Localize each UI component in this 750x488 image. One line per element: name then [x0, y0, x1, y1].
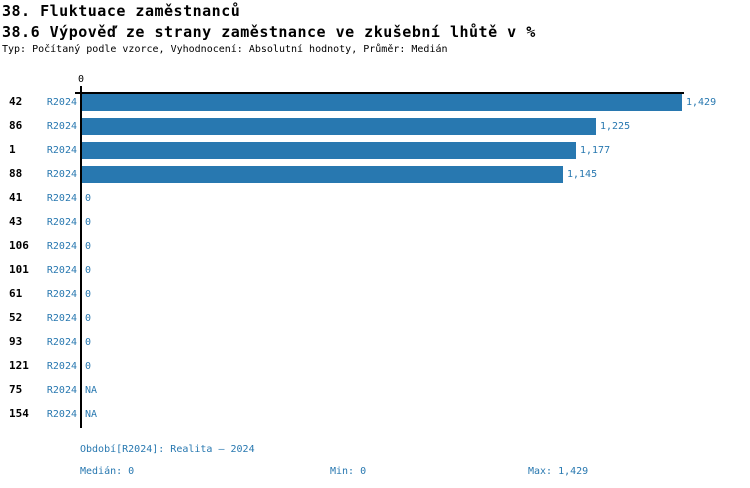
bar-value-label: NA	[85, 409, 98, 420]
chart-meta-info: Typ: Počítaný podle vzorce, Vyhodnocení:…	[2, 44, 448, 55]
row-series-label: R2024	[46, 217, 77, 228]
row-series-label: R2024	[46, 361, 77, 372]
chart-row: 101 R2024 0	[0, 262, 750, 279]
row-category-label: 93	[9, 335, 23, 348]
row-category-label: 75	[9, 383, 23, 396]
page-title: 38. Fluktuace zaměstnanců	[2, 2, 241, 20]
row-category-label: 121	[9, 359, 29, 372]
min-stat: Min: 0	[330, 466, 367, 477]
bar	[82, 118, 596, 135]
bar-value-label: 0	[85, 265, 92, 276]
row-category-label: 88	[9, 167, 23, 180]
chart-row: 1 R2024 1,177	[0, 142, 750, 159]
bar	[82, 166, 563, 183]
row-series-label: R2024	[46, 145, 77, 156]
bar-value-label: 0	[85, 217, 92, 228]
bar-value-label: 1,429	[686, 97, 717, 108]
x-axis-line	[75, 92, 684, 94]
chart-row: 52 R2024 0	[0, 310, 750, 327]
chart-row: 75 R2024 NA	[0, 382, 750, 399]
row-series-label: R2024	[46, 289, 77, 300]
bar-value-label: NA	[85, 385, 98, 396]
row-category-label: 86	[9, 119, 23, 132]
bar	[82, 142, 576, 159]
row-series-label: R2024	[46, 121, 77, 132]
max-stat: Max: 1,429	[528, 466, 589, 477]
row-category-label: 101	[9, 263, 29, 276]
bar-value-label: 0	[85, 241, 92, 252]
row-category-label: 154	[9, 407, 29, 420]
chart-row: 86 R2024 1,225	[0, 118, 750, 135]
chart-row: 42 R2024 1,429	[0, 94, 750, 111]
bar-value-label: 1,145	[567, 169, 598, 180]
row-category-label: 52	[9, 311, 23, 324]
bar-value-label: 1,225	[600, 121, 631, 132]
chart-row: 93 R2024 0	[0, 334, 750, 351]
chart-row: 43 R2024 0	[0, 214, 750, 231]
row-series-label: R2024	[46, 313, 77, 324]
period-caption: Období[R2024]: Realita – 2024	[80, 444, 255, 455]
chart-row: 41 R2024 0	[0, 190, 750, 207]
row-category-label: 106	[9, 239, 29, 252]
row-series-label: R2024	[46, 193, 77, 204]
row-series-label: R2024	[46, 385, 77, 396]
bar-value-label: 0	[85, 361, 92, 372]
bar-value-label: 1,177	[580, 145, 611, 156]
row-category-label: 61	[9, 287, 23, 300]
chart-row: 121 R2024 0	[0, 358, 750, 375]
chart-row: 88 R2024 1,145	[0, 166, 750, 183]
row-series-label: R2024	[46, 409, 77, 420]
bar-value-label: 0	[85, 337, 92, 348]
chart-row: 154 R2024 NA	[0, 406, 750, 423]
y-axis-line	[80, 86, 82, 428]
row-category-label: 43	[9, 215, 23, 228]
x-axis-tick-label: 0	[77, 74, 85, 85]
row-series-label: R2024	[46, 169, 77, 180]
row-series-label: R2024	[46, 97, 77, 108]
bar-value-label: 0	[85, 193, 92, 204]
row-category-label: 1	[9, 143, 16, 156]
row-series-label: R2024	[46, 241, 77, 252]
row-category-label: 41	[9, 191, 23, 204]
bar	[82, 94, 682, 111]
row-series-label: R2024	[46, 337, 77, 348]
chart-row: 106 R2024 0	[0, 238, 750, 255]
chart-row: 61 R2024 0	[0, 286, 750, 303]
bar-value-label: 0	[85, 289, 92, 300]
bar-value-label: 0	[85, 313, 92, 324]
row-category-label: 42	[9, 95, 23, 108]
median-stat: Medián: 0	[80, 466, 135, 477]
chart-subtitle: 38.6 Výpověď ze strany zaměstnance ve zk…	[2, 23, 536, 41]
row-series-label: R2024	[46, 265, 77, 276]
